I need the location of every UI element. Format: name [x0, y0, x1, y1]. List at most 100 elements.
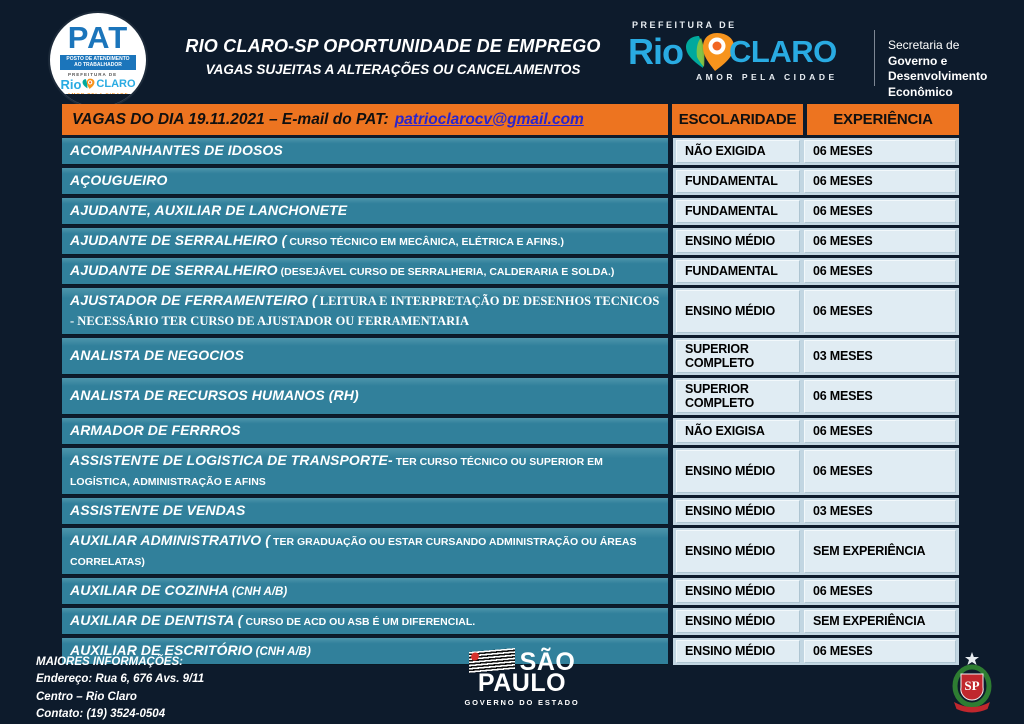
job-title-cell: ANALISTA DE NEGOCIOS: [62, 338, 668, 375]
pat-logo-sub1: POSTO DE ATENDIMENTO: [66, 56, 130, 62]
job-title-cell: AJUDANTE DE SERRALHEIRO (CURSO TÉCNICO E…: [62, 228, 668, 255]
job-title-cell: AUXILIAR DE ESCRITÓRIO (CNH A/B): [62, 637, 668, 665]
job-title-cell: ARMADOR DE FERRROS: [62, 417, 668, 445]
job-note: (CNH A/B): [232, 585, 288, 598]
job-title: ASSISTENTE DE LOGISTICA DE TRANSPORTE-: [70, 451, 393, 468]
pat-logo-bottom-arc: [50, 94, 146, 107]
job-note: LEITURA E INTERPRETAÇÃO DE DESENHOS TECN…: [70, 294, 660, 328]
job-requirements-group: FUNDAMENTAL 06 MESES: [673, 198, 959, 225]
sp-logo-sao: SÃO: [519, 647, 576, 676]
footer-info-title: MAIORES INFORMAÇÕES:: [36, 656, 183, 668]
pat-logo-sub2: AO TRABALHADOR: [74, 62, 122, 69]
job-note: CURSO TÉCNICO EM MECÂNICA, ELÉTRICA E AF…: [289, 236, 564, 248]
job-escolaridade: ENSINO MÉDIO: [676, 529, 800, 573]
job-title-cell: ACOMPANHANTES DE IDOSOS: [62, 138, 668, 165]
job-title: ANALISTA DE RECURSOS HUMANOS (RH): [70, 386, 359, 403]
job-title-cell: AUXILIAR DE COZINHA (CNH A/B): [62, 577, 668, 605]
pat-logo-claro: CLARO: [96, 78, 136, 90]
svg-text:SP: SP: [964, 678, 979, 693]
job-experiencia: 06 MESES: [804, 170, 956, 193]
job-experiencia: SEM EXPERIÊNCIA: [804, 529, 956, 573]
job-requirements-group: ENSINO MÉDIO SEM EXPERIÊNCIA: [673, 527, 959, 575]
job-requirements-group: ENSINO MÉDIO 03 MESES: [673, 497, 959, 525]
secretaria-line3: Econômico: [888, 84, 953, 99]
job-requirements-group: ENSINO MÉDIO 06 MESES: [673, 288, 959, 335]
secretaria-line1: Secretaria de: [888, 38, 960, 52]
job-requirements-group: ENSINO MÉDIO 06 MESES: [673, 577, 959, 605]
secretaria-line2: Governo e Desenvolvimento: [888, 53, 988, 84]
job-requirements-group: FUNDAMENTAL 06 MESES: [673, 258, 959, 285]
job-title-cell: AJUDANTE DE SERRALHEIRO (DESEJÁVEL CURSO …: [62, 258, 668, 285]
job-title: AJUDANTE DE SERRALHEIRO (: [70, 232, 287, 248]
job-requirements-group: ENSINO MÉDIO SEM EXPERIÊNCIA: [673, 607, 959, 635]
job-row: ARMADOR DE FERRROS NÃO EXIGISA 06 MESES: [62, 417, 959, 445]
jobs-table: VAGAS DO DIA 19.11.2021 – E-mail do PAT:…: [62, 104, 959, 665]
pat-email-link[interactable]: patrioclarocv@gmail.com: [394, 110, 584, 128]
pat-logo-word: PAT: [67, 20, 129, 55]
job-experiencia: SEM EXPERIÊNCIA: [804, 609, 956, 633]
job-escolaridade: ENSINO MÉDIO: [676, 609, 800, 633]
job-experiencia: 06 MESES: [804, 379, 956, 413]
footer-district: Centro – Rio Claro: [36, 690, 137, 703]
sp-coat-of-arms-icon: SP: [952, 652, 992, 713]
pat-logo-banner: POSTO DE ATENDIMENTO AO TRABALHADOR: [60, 55, 136, 70]
job-title: AUXILIAR DE COZINHA: [70, 581, 230, 598]
job-title: AJUSTADOR DE FERRAMENTEIRO (: [70, 292, 317, 308]
pat-logo-rio: Rio: [60, 76, 82, 92]
job-row: AUXILIAR DE COZINHA (CNH A/B) ENSINO MÉDI…: [62, 577, 959, 605]
footer-address: Endereço: Rua 6, 676 Avs. 9/11: [36, 673, 205, 686]
job-escolaridade: ENSINO MÉDIO: [676, 230, 800, 253]
job-escolaridade: NÃO EXIGISA: [676, 419, 800, 443]
page-title-line2: VAGAS SUJEITAS A ALTERAÇÕES OU CANCELAME…: [205, 62, 581, 77]
sp-logo-governo: GOVERNO DO ESTADO: [464, 698, 580, 708]
sp-flag-icon: [468, 647, 515, 674]
prefeitura-tagline: AMOR PELA CIDADE: [696, 72, 838, 82]
job-row: ASSISTENTE DE VENDAS ENSINO MÉDIO 03 MES…: [62, 497, 959, 525]
job-title: ANALISTA DE NEGOCIOS: [70, 346, 244, 363]
job-escolaridade: ENSINO MÉDIO: [676, 290, 800, 333]
job-row: AJUDANTE DE SERRALHEIRO (DESEJÁVEL CURSO …: [62, 258, 959, 285]
prefeitura-logo: PREFEITURA DE Rio CLARO AMOR PELA CIDADE: [628, 20, 863, 82]
job-row: ANALISTA DE RECURSOS HUMANOS (RH) SUPERI…: [62, 377, 959, 415]
job-escolaridade: SUPERIOR COMPLETO: [676, 379, 800, 413]
job-requirements-group: FUNDAMENTAL 06 MESES: [673, 168, 959, 195]
job-note: (CNH A/B): [255, 645, 311, 658]
job-row: AUXILIAR DE DENTISTA (CURSO DE ACD OU AS…: [62, 607, 959, 635]
job-experiencia: 06 MESES: [804, 200, 956, 223]
job-row: AUXILIAR ADMINISTRATIVO (TER GRADUAÇÃO O…: [62, 527, 959, 575]
job-escolaridade: FUNDAMENTAL: [676, 170, 800, 193]
job-title: AÇOUGUEIRO: [70, 172, 168, 188]
secretaria-text: Secretaria de Governo e Desenvolvimento …: [888, 38, 1024, 100]
table-header: VAGAS DO DIA 19.11.2021 – E-mail do PAT:…: [62, 104, 959, 135]
column-header-experiencia: EXPERIÊNCIA: [807, 104, 959, 135]
footer-contact: Contato: (19) 3524-0504: [36, 707, 166, 720]
job-escolaridade: ENSINO MÉDIO: [676, 579, 800, 603]
job-experiencia: 06 MESES: [804, 579, 956, 603]
job-note: TER GRADUAÇÃO OU ESTAR CURSANDO ADMINIST…: [70, 535, 637, 568]
page-title-line1: RIO CLARO-SP OPORTUNIDADE DE EMPREGO: [185, 36, 601, 56]
job-title-cell: AUXILIAR DE DENTISTA (CURSO DE ACD OU AS…: [62, 607, 668, 635]
prefeitura-label: PREFEITURA DE: [632, 20, 737, 30]
job-title: ACOMPANHANTES DE IDOSOS: [70, 142, 283, 158]
sp-logo-paulo: PAULO: [477, 669, 567, 697]
job-note: CURSO DE ACD OU ASB É UM DIFERENCIAL.: [245, 615, 476, 628]
job-requirements-group: ENSINO MÉDIO 06 MESES: [673, 447, 959, 495]
job-row: AÇOUGUEIRO FUNDAMENTAL 06 MESES: [62, 168, 959, 195]
job-title: AUXILIAR ADMINISTRATIVO (: [70, 531, 271, 548]
job-experiencia: 06 MESES: [804, 290, 956, 333]
job-row: ASSISTENTE DE LOGISTICA DE TRANSPORTE- TE…: [62, 447, 959, 495]
job-escolaridade: SUPERIOR COMPLETO: [676, 340, 800, 373]
job-escolaridade: FUNDAMENTAL: [676, 200, 800, 223]
job-title: ASSISTENTE DE VENDAS: [70, 501, 246, 518]
job-experiencia: 06 MESES: [804, 449, 956, 493]
job-title: AUXILIAR DE DENTISTA (: [70, 611, 243, 628]
job-note: (DESEJÁVEL CURSO DE SERRALHERIA, CALDERA…: [280, 266, 615, 278]
job-row: AJUDANTE DE SERRALHEIRO (CURSO TÉCNICO E…: [62, 228, 959, 255]
job-experiencia: 06 MESES: [804, 140, 956, 163]
heart-pin-icon: [686, 33, 734, 71]
job-title: ARMADOR DE FERRROS: [70, 421, 241, 438]
pat-logo: PAT POSTO DE ATENDIMENTO AO TRABALHADOR …: [50, 13, 146, 107]
job-experiencia: 06 MESES: [804, 639, 956, 663]
job-escolaridade: ENSINO MÉDIO: [676, 449, 800, 493]
